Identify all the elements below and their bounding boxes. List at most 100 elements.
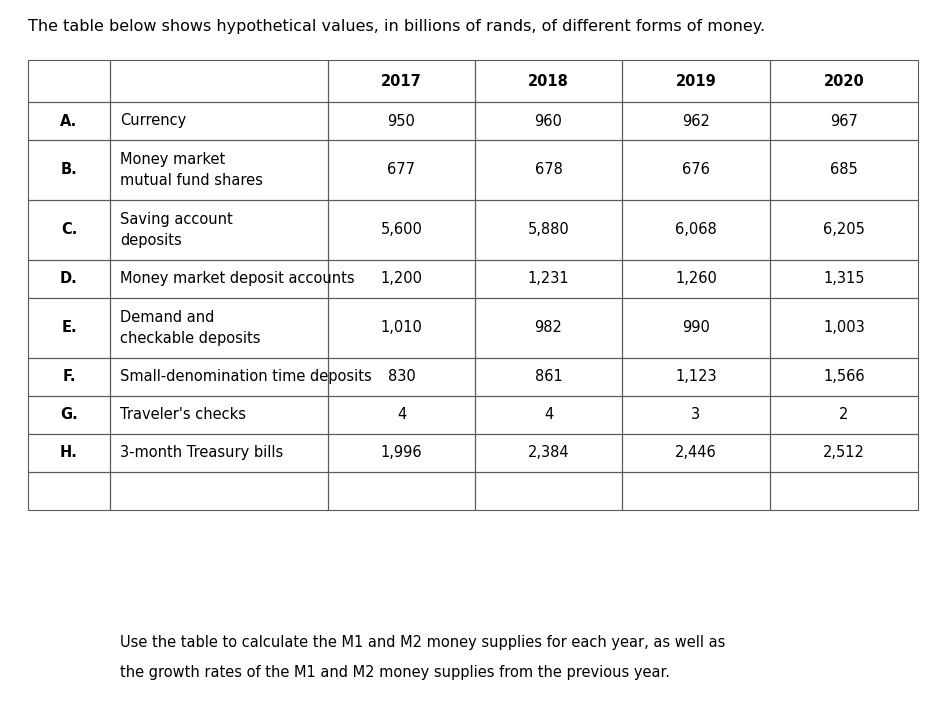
Text: D.: D. (60, 271, 78, 287)
Text: 960: 960 (534, 114, 562, 128)
Text: 2018: 2018 (527, 73, 568, 89)
Bar (327, 60, 474, 102)
Bar (769, 140, 917, 200)
Text: 6,205: 6,205 (823, 222, 864, 238)
Bar (327, 472, 474, 510)
Bar (769, 434, 917, 472)
Text: 830: 830 (387, 369, 415, 384)
Text: the growth rates of the M1 and M2 money supplies from the previous year.: the growth rates of the M1 and M2 money … (120, 665, 669, 680)
Text: 950: 950 (387, 114, 415, 128)
Bar (28, 140, 109, 200)
Bar (622, 358, 769, 396)
Bar (109, 298, 327, 358)
Text: 1,315: 1,315 (823, 271, 863, 287)
Text: 982: 982 (534, 320, 562, 336)
Text: 2,384: 2,384 (527, 446, 568, 461)
Bar (109, 358, 327, 396)
Bar (28, 200, 109, 260)
Text: G.: G. (60, 408, 78, 423)
Bar (622, 140, 769, 200)
Bar (769, 396, 917, 434)
Bar (109, 102, 327, 140)
Text: 967: 967 (829, 114, 857, 128)
Text: The table below shows hypothetical values, in billions of rands, of different fo: The table below shows hypothetical value… (28, 19, 764, 34)
Bar (769, 472, 917, 510)
Bar (474, 472, 622, 510)
Text: 4: 4 (396, 408, 406, 423)
Bar (769, 60, 917, 102)
Bar (327, 102, 474, 140)
Text: Use the table to calculate the M1 and M2 money supplies for each year, as well a: Use the table to calculate the M1 and M2… (120, 635, 724, 650)
Bar (622, 60, 769, 102)
Bar (474, 396, 622, 434)
Bar (109, 472, 327, 510)
Text: 3-month Treasury bills: 3-month Treasury bills (120, 446, 283, 461)
Bar (28, 358, 109, 396)
Bar (28, 434, 109, 472)
Text: Money market: Money market (120, 152, 225, 167)
Text: 3: 3 (691, 408, 700, 423)
Text: mutual fund shares: mutual fund shares (120, 174, 263, 189)
Bar (109, 140, 327, 200)
Text: 990: 990 (682, 320, 709, 336)
Text: 2017: 2017 (381, 73, 422, 89)
Text: H.: H. (60, 446, 78, 461)
Text: 1,996: 1,996 (380, 446, 422, 461)
Bar (327, 140, 474, 200)
Bar (327, 200, 474, 260)
Bar (327, 260, 474, 298)
Bar (28, 472, 109, 510)
Bar (327, 396, 474, 434)
Text: 1,123: 1,123 (674, 369, 716, 384)
Bar (769, 260, 917, 298)
Text: C.: C. (61, 222, 77, 238)
Bar (327, 358, 474, 396)
Text: 4: 4 (544, 408, 552, 423)
Text: Demand and: Demand and (120, 310, 214, 325)
Bar (28, 298, 109, 358)
Text: 1,231: 1,231 (527, 271, 568, 287)
Text: E.: E. (61, 320, 77, 336)
Text: 676: 676 (682, 163, 709, 178)
Text: 1,003: 1,003 (823, 320, 864, 336)
Bar (474, 102, 622, 140)
Bar (622, 298, 769, 358)
Text: 2020: 2020 (823, 73, 863, 89)
Text: 2,446: 2,446 (674, 446, 716, 461)
Bar (28, 60, 109, 102)
Text: 678: 678 (534, 163, 562, 178)
Bar (474, 140, 622, 200)
Bar (28, 260, 109, 298)
Bar (622, 434, 769, 472)
Bar (474, 60, 622, 102)
Bar (622, 472, 769, 510)
Text: 1,260: 1,260 (674, 271, 716, 287)
Bar (474, 358, 622, 396)
Text: 5,600: 5,600 (380, 222, 422, 238)
Text: 2,512: 2,512 (823, 446, 864, 461)
Bar (622, 396, 769, 434)
Bar (622, 260, 769, 298)
Text: Small-denomination time deposits: Small-denomination time deposits (120, 369, 371, 384)
Bar (769, 102, 917, 140)
Bar (28, 102, 109, 140)
Bar (109, 434, 327, 472)
Bar (28, 396, 109, 434)
Text: deposits: deposits (120, 233, 182, 248)
Text: Currency: Currency (120, 114, 186, 128)
Text: F.: F. (62, 369, 75, 384)
Bar (109, 260, 327, 298)
Text: 6,068: 6,068 (674, 222, 716, 238)
Bar (474, 434, 622, 472)
Bar (327, 298, 474, 358)
Text: 1,566: 1,566 (823, 369, 863, 384)
Bar (474, 260, 622, 298)
Bar (109, 60, 327, 102)
Bar (622, 200, 769, 260)
Text: 962: 962 (682, 114, 709, 128)
Bar (769, 298, 917, 358)
Bar (327, 434, 474, 472)
Text: Saving account: Saving account (120, 212, 232, 227)
Text: B.: B. (61, 163, 77, 178)
Text: 2019: 2019 (675, 73, 716, 89)
